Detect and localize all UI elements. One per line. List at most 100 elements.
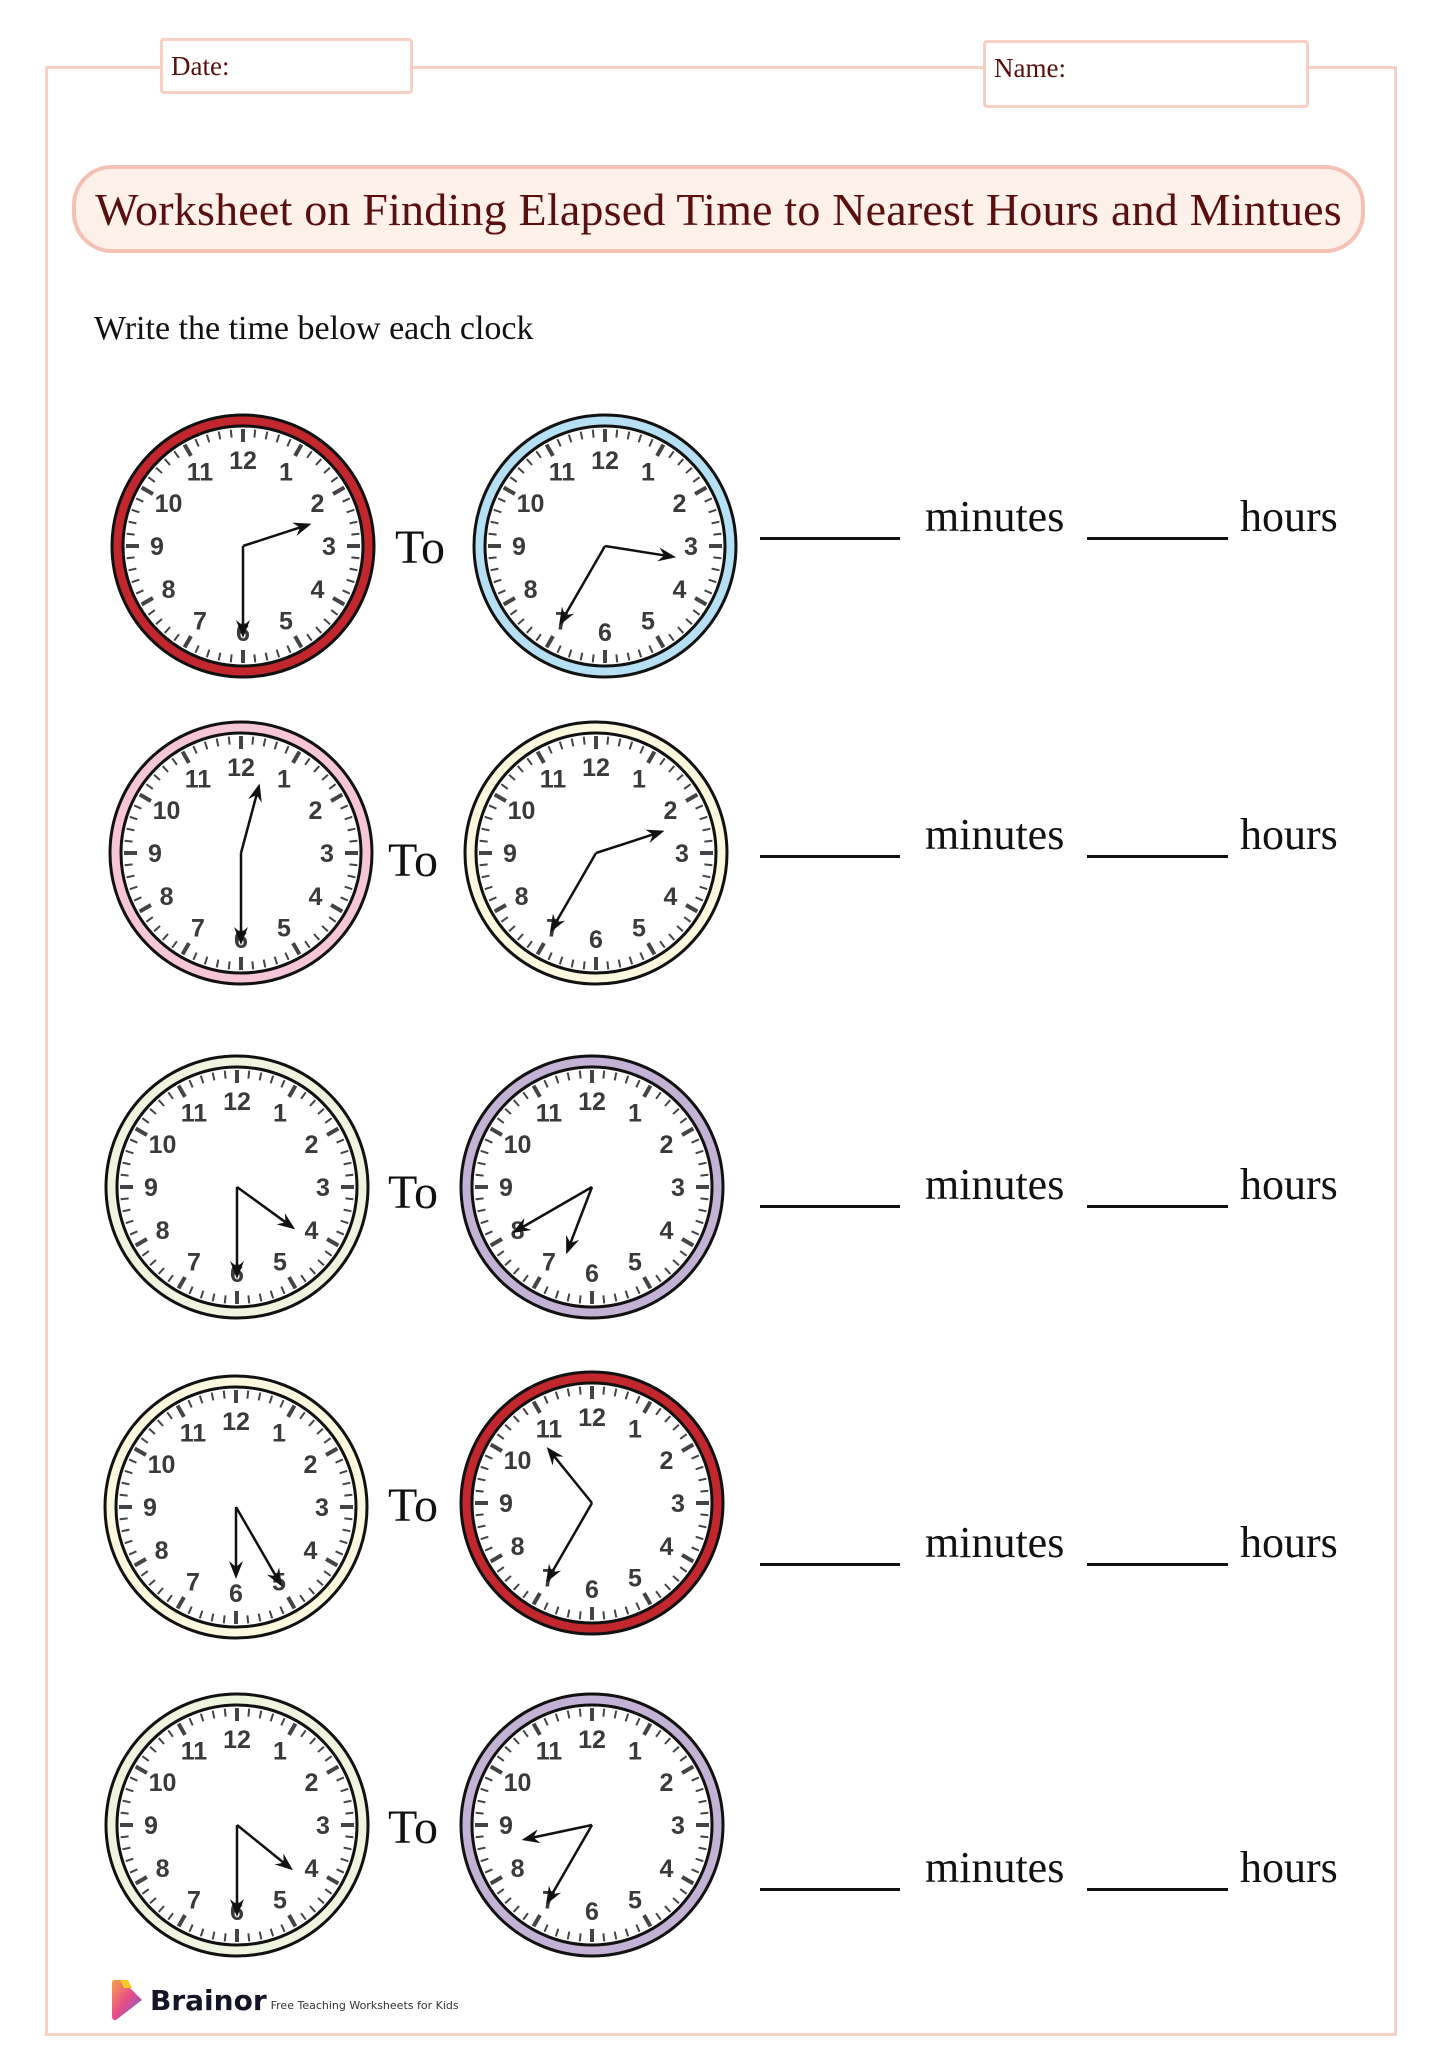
date-field[interactable]: Date:	[160, 38, 413, 94]
tick-mark	[664, 1267, 672, 1275]
hours-answer-blank[interactable]	[1087, 855, 1228, 858]
tick-mark	[280, 1286, 286, 1295]
tick-mark	[286, 1596, 297, 1610]
tick-mark	[149, 1897, 157, 1905]
tick-mark	[635, 1286, 641, 1295]
tick-mark	[655, 635, 666, 649]
tick-mark	[711, 567, 720, 572]
tick-mark	[566, 1072, 571, 1081]
tick-mark	[138, 792, 152, 803]
clock-number: 5	[628, 1564, 642, 1592]
minutes-answer-blank[interactable]	[760, 1563, 900, 1566]
tick-mark	[148, 1579, 156, 1587]
tick-mark	[251, 736, 255, 745]
minutes-answer-blank[interactable]	[760, 1888, 900, 1891]
tick-mark	[262, 959, 267, 968]
clock-number: 10	[517, 490, 545, 518]
tick-mark	[606, 736, 610, 745]
hour-hand	[236, 1185, 288, 1225]
tick-mark	[504, 1575, 512, 1583]
tick-mark	[488, 804, 497, 810]
tick-mark	[199, 1290, 205, 1299]
answer-row: minutes hours	[760, 490, 1360, 550]
hours-answer-blank[interactable]	[1087, 537, 1228, 540]
tick-mark	[175, 1404, 186, 1418]
hour-hand-arrowhead	[229, 1561, 243, 1579]
clock-number: 3	[315, 1494, 329, 1522]
tick-mark	[525, 626, 533, 634]
name-field[interactable]: Name:	[983, 40, 1309, 108]
tick-mark	[591, 429, 595, 438]
tick-mark	[504, 1897, 512, 1905]
clock-number: 3	[316, 1812, 330, 1840]
tick-mark	[223, 1933, 227, 1942]
minute-hand-arrowhead	[230, 1899, 244, 1917]
tick-mark	[134, 1764, 148, 1775]
hours-answer-blank[interactable]	[1087, 1205, 1228, 1208]
clock-number: 1	[632, 766, 646, 794]
tick-mark	[475, 1811, 484, 1815]
hours-answer-blank[interactable]	[1087, 1563, 1228, 1566]
tick-mark	[480, 1149, 489, 1155]
tick-mark	[496, 1250, 505, 1257]
tick-mark	[339, 1539, 348, 1545]
minutes-answer-blank[interactable]	[760, 855, 900, 858]
tick-mark	[222, 1615, 226, 1624]
tick-mark	[691, 1868, 700, 1874]
tick-mark	[128, 1458, 137, 1464]
tick-mark	[326, 1764, 340, 1775]
clock-number: 6	[229, 1580, 243, 1608]
tick-mark	[676, 925, 684, 933]
tick-mark	[304, 940, 311, 949]
tick-mark	[299, 1411, 306, 1420]
tick-mark	[489, 1553, 503, 1564]
tick-mark	[140, 596, 154, 607]
tick-mark	[129, 815, 138, 821]
tick-mark	[702, 827, 711, 832]
tick-mark	[346, 578, 355, 584]
tick-mark	[659, 940, 666, 949]
clock-number: 7	[186, 1568, 200, 1596]
tick-mark	[262, 738, 267, 747]
hours-answer-blank[interactable]	[1087, 1888, 1228, 1891]
tick-mark	[677, 458, 685, 466]
tick-mark	[522, 1729, 529, 1738]
minutes-answer-blank[interactable]	[760, 537, 900, 540]
tick-mark	[293, 635, 304, 649]
tick-mark	[624, 1391, 630, 1400]
tick-mark	[247, 1933, 251, 1942]
tick-mark	[153, 925, 161, 933]
tick-mark	[639, 745, 645, 754]
clock-number: 2	[311, 490, 325, 518]
minutes-answer-blank[interactable]	[760, 1205, 900, 1208]
tick-mark	[698, 1161, 707, 1166]
tick-mark	[124, 1469, 133, 1475]
clock-number: 5	[641, 607, 655, 635]
minute-hand-arrowhead	[236, 620, 250, 638]
tick-mark	[257, 1392, 262, 1401]
tick-mark	[124, 1539, 133, 1545]
tick-mark	[628, 741, 634, 750]
tick-mark	[490, 520, 499, 525]
tick-mark	[554, 1606, 560, 1615]
tick-mark	[544, 443, 555, 457]
tick-mark	[188, 1286, 194, 1295]
minute-hand-arrowhead	[550, 913, 566, 933]
tick-mark	[484, 885, 493, 891]
tick-mark	[306, 450, 313, 459]
tick-mark	[344, 815, 353, 821]
tick-mark	[349, 839, 358, 843]
tick-mark	[317, 1897, 325, 1905]
tick-mark	[340, 1149, 349, 1155]
tick-mark	[681, 1442, 695, 1453]
clock-number: 1	[641, 459, 655, 487]
tick-mark	[700, 1489, 709, 1493]
tick-mark	[324, 1117, 333, 1124]
tick-mark	[332, 485, 346, 496]
tick-mark	[691, 1230, 700, 1236]
hour-hand	[239, 792, 259, 854]
tick-mark	[591, 654, 595, 663]
tick-mark	[484, 1138, 493, 1144]
tick-mark	[316, 1579, 324, 1587]
tick-mark	[122, 1846, 131, 1851]
